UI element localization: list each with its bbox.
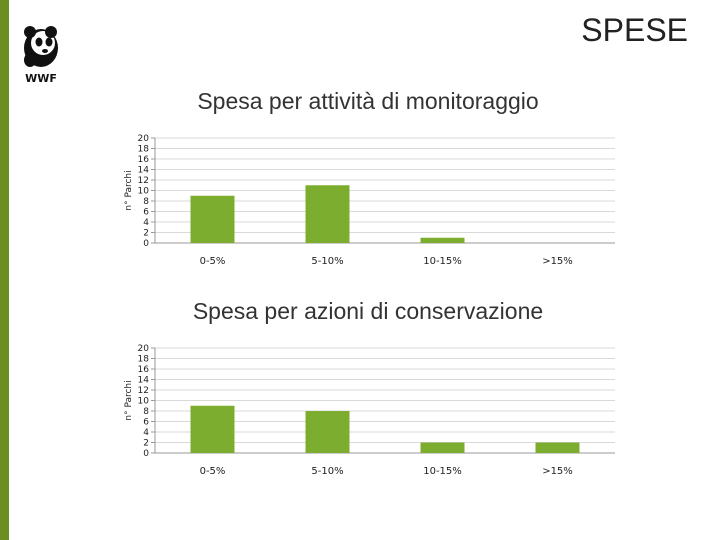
y-tick-label: 12 (138, 176, 149, 186)
x-category-label: 5-10% (311, 466, 343, 477)
x-category-label: >15% (542, 466, 573, 477)
y-tick-label: 2 (143, 229, 149, 239)
y-axis-label: n° Parchi (124, 170, 134, 210)
y-tick-label: 14 (138, 166, 150, 176)
y-tick-label: 2 (143, 439, 149, 449)
y-tick-label: 20 (138, 344, 150, 354)
bar-0-5% (190, 195, 235, 243)
y-tick-label: 20 (138, 134, 150, 144)
y-tick-label: 8 (143, 407, 149, 417)
y-tick-label: 4 (143, 428, 149, 438)
y-tick-label: 0 (143, 449, 149, 459)
y-tick-label: 0 (143, 239, 149, 249)
bar-10-15% (420, 442, 465, 453)
y-axis-label: n° Parchi (124, 380, 134, 420)
panda-icon: WWF (24, 26, 58, 85)
bar-5-10% (305, 185, 350, 243)
y-tick-label: 6 (143, 208, 149, 218)
y-tick-label: 10 (138, 397, 150, 407)
y-tick-label: 16 (138, 365, 150, 375)
y-tick-label: 12 (138, 386, 149, 396)
x-category-label: 0-5% (200, 256, 226, 267)
chart-1-title: Spesa per attività di monitoraggio (197, 88, 539, 114)
left-accent-bar (0, 0, 9, 540)
chart-2-title: Spesa per azioni di conservazione (192, 298, 544, 324)
y-tick-label: 4 (143, 218, 149, 228)
bar-0-5% (190, 405, 235, 453)
x-category-label: 10-15% (423, 256, 462, 267)
x-category-label: 10-15% (423, 466, 462, 477)
y-tick-label: 10 (138, 187, 150, 197)
x-category-label: >15% (542, 256, 573, 267)
bar-10-15% (420, 237, 465, 243)
x-category-label: 5-10% (311, 256, 343, 267)
y-tick-label: 8 (143, 197, 149, 207)
bar->15% (535, 442, 580, 453)
y-tick-label: 16 (138, 155, 150, 165)
bar-5-10% (305, 411, 350, 453)
x-category-label: 0-5% (200, 466, 226, 477)
wwf-logo-text: WWF (25, 72, 57, 85)
wwf-logo: WWF (18, 24, 64, 86)
y-tick-label: 14 (138, 376, 150, 386)
y-tick-label: 18 (138, 145, 150, 155)
y-tick-label: 6 (143, 418, 149, 428)
page-title: SPESE (581, 12, 688, 48)
y-tick-label: 18 (138, 355, 150, 365)
